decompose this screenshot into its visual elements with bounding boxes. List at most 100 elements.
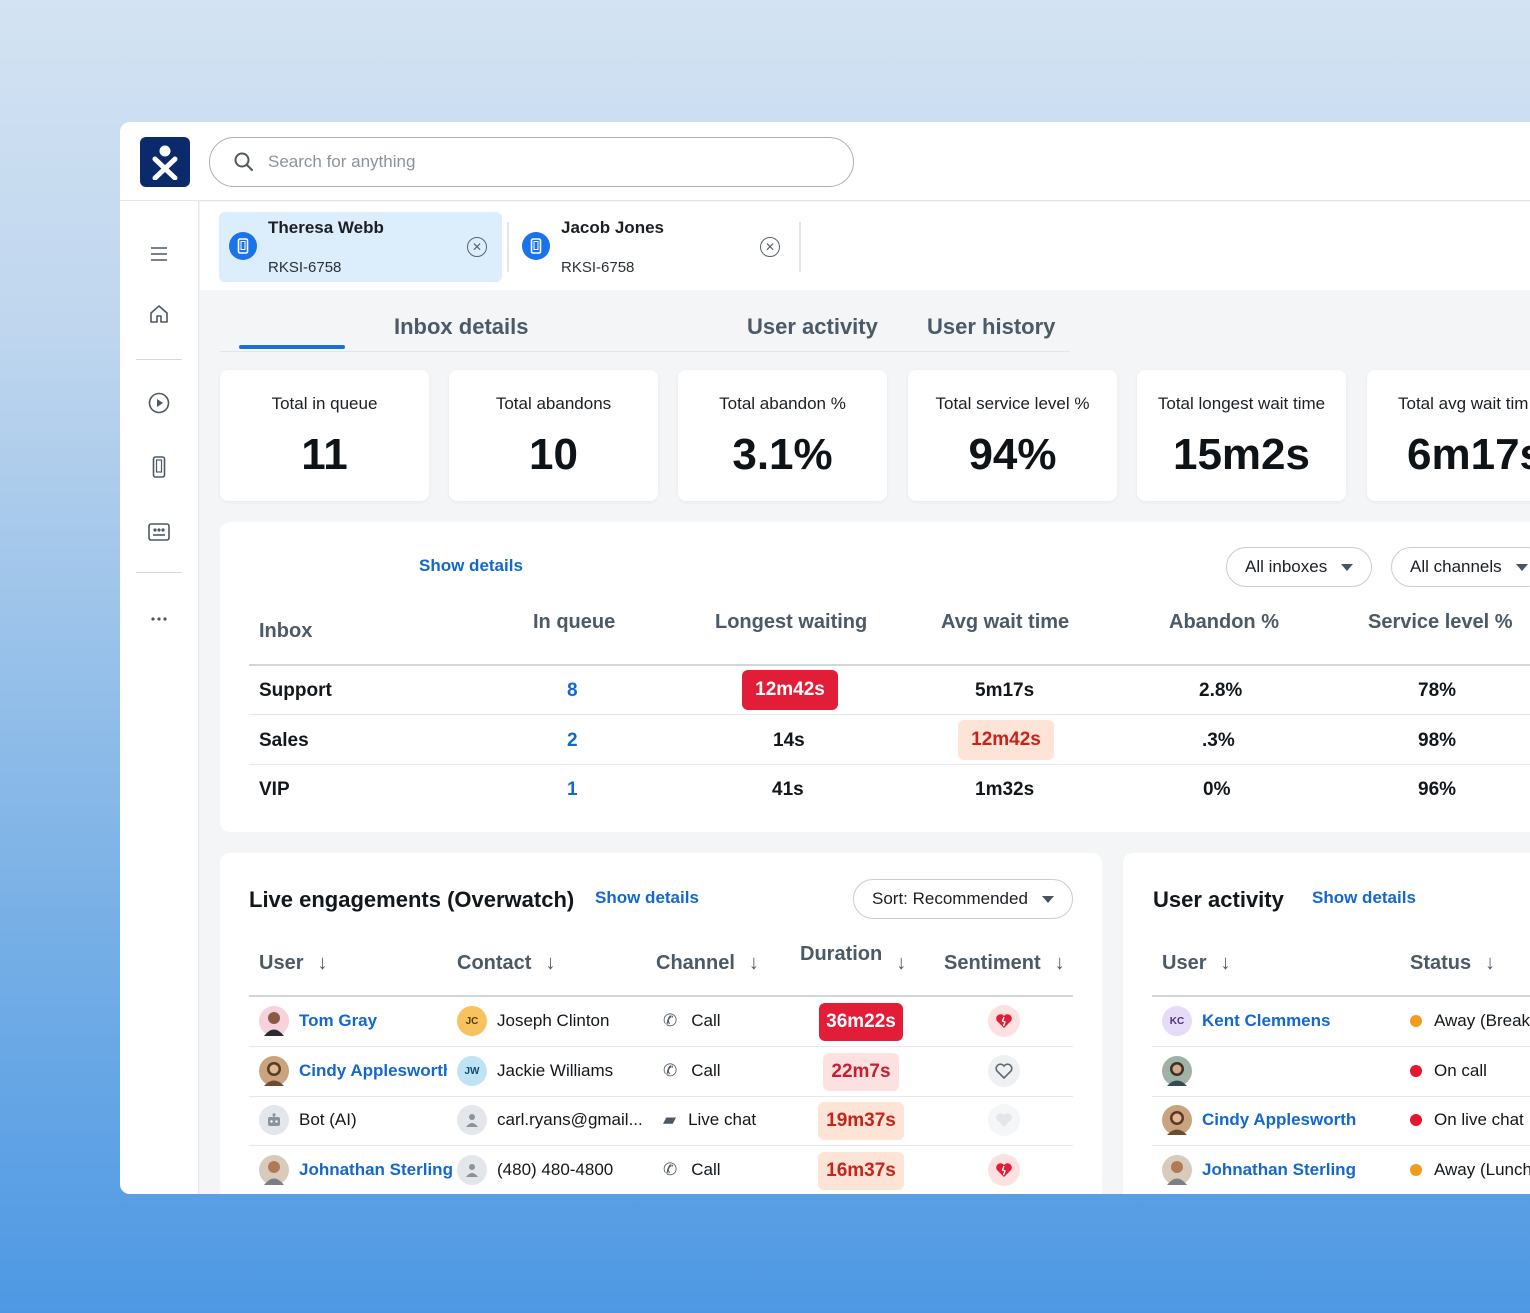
col-sentiment[interactable]: Sentiment ↓ — [944, 952, 1065, 974]
app-logo[interactable] — [140, 137, 190, 187]
user-link[interactable]: Tom Gray — [259, 1005, 377, 1037]
dropdown-label: All inboxes — [1245, 557, 1328, 576]
in-queue-value[interactable]: 2 — [567, 730, 578, 751]
user-link[interactable]: Cindy Applesworth — [259, 1055, 447, 1087]
header-divider — [249, 995, 1073, 997]
contact-avatar: JC — [457, 1006, 487, 1036]
tab-inbox-details[interactable]: Inbox details — [394, 314, 529, 339]
contact-tab-theresa-webb[interactable]: Theresa Webb RKSI-6758 ✕ — [219, 212, 502, 282]
menu-icon[interactable] — [147, 242, 171, 266]
inbox-table-card: Show details All inboxes All channels In… — [220, 522, 1530, 832]
contact-avatar: JW — [457, 1056, 487, 1086]
col-status[interactable]: Status ↓ — [1410, 952, 1496, 974]
close-icon[interactable]: ✕ — [760, 237, 780, 257]
search-input[interactable]: Search for anything — [209, 137, 854, 187]
heart-outline-icon — [988, 1055, 1020, 1087]
sidebar-divider — [136, 359, 182, 360]
contact-cell[interactable]: (480) 480-4800 — [457, 1154, 613, 1186]
col-longest-waiting[interactable]: Longest waiting — [715, 611, 868, 633]
sidebar — [120, 201, 199, 1194]
in-queue-value[interactable]: 8 — [567, 680, 578, 701]
col-avg-wait-time[interactable]: Avg wait time — [941, 611, 1070, 633]
live-engagements-card: Live engagements (Overwatch) Show detail… — [220, 853, 1102, 1194]
stat-card-total-service-level: Total service level % 94% — [908, 370, 1117, 501]
stat-label: Total abandon % — [719, 394, 846, 413]
sort-dropdown[interactable]: Sort: Recommended — [853, 879, 1073, 919]
col-duration[interactable]: Duration ↓ — [800, 943, 907, 974]
app-window: Search for anything Theresa W — [120, 122, 1530, 1194]
show-details-link[interactable]: Show details — [1312, 888, 1416, 907]
col-abandon-percent[interactable]: Abandon % — [1169, 611, 1279, 633]
duration-badge: 36m22s — [819, 1003, 903, 1041]
duration-badge: 16m37s — [818, 1152, 904, 1190]
col-channel[interactable]: Channel ↓ — [656, 952, 759, 974]
col-user[interactable]: User ↓ — [259, 952, 328, 974]
contact-tab-code: RKSI-6758 — [268, 259, 342, 276]
contact-cell[interactable]: JW Jackie Williams — [457, 1055, 613, 1087]
in-queue-value[interactable]: 1 — [567, 779, 578, 800]
avg-wait-badge: 12m42s — [958, 720, 1054, 760]
avatar: KC — [1162, 1006, 1192, 1036]
service-level-value: 98% — [1418, 730, 1457, 751]
contact-tab-jacob-jones[interactable]: Jacob Jones RKSI-6758 ✕ — [512, 212, 795, 282]
avatar — [259, 1006, 289, 1036]
all-inboxes-dropdown[interactable]: All inboxes — [1226, 547, 1373, 587]
user-link[interactable]: Johnathan Sterling — [1162, 1154, 1356, 1186]
abandon-value: 0% — [1203, 779, 1231, 800]
service-level-value: 78% — [1418, 680, 1457, 701]
show-details-link[interactable]: Show details — [595, 888, 699, 907]
user-link[interactable]: Johnathan Sterling — [259, 1154, 453, 1186]
stat-card-total-longest-wait: Total longest wait time 15m2s — [1137, 370, 1346, 501]
busy-status-icon — [1410, 1065, 1422, 1077]
close-icon[interactable]: ✕ — [467, 237, 487, 257]
contact-tab-name: Theresa Webb — [268, 218, 384, 237]
user-link[interactable]: KC Kent Clemmens — [1162, 1005, 1330, 1037]
inbox-name[interactable]: Support — [259, 680, 332, 701]
sort-arrow-icon: ↓ — [1220, 952, 1231, 974]
broken-heart-icon — [988, 1154, 1020, 1186]
stat-card-total-avg-wait: Total avg wait tim 6m17s — [1367, 370, 1530, 501]
person-icon — [457, 1105, 487, 1135]
more-icon[interactable] — [147, 607, 171, 631]
longest-waiting-value: 14s — [773, 730, 805, 751]
mobile-device-icon[interactable] — [147, 455, 171, 479]
contact-cell[interactable]: carl.ryans@gmail... — [457, 1104, 643, 1136]
col-in-queue[interactable]: In queue — [533, 611, 616, 633]
sort-arrow-icon: ↓ — [1054, 952, 1065, 974]
away-status-icon — [1410, 1015, 1422, 1027]
phone-icon — [522, 232, 550, 260]
stat-value: 15m2s — [1172, 430, 1310, 479]
play-icon[interactable] — [147, 391, 171, 415]
all-channels-dropdown[interactable]: All channels — [1391, 547, 1530, 587]
show-details-link[interactable]: Show details — [419, 556, 523, 575]
user-cell: Bot (AI) — [259, 1104, 357, 1136]
stat-value: 11 — [301, 430, 348, 479]
tab-user-history[interactable]: User history — [927, 314, 1056, 339]
row-divider — [249, 764, 1530, 765]
stat-label: Total longest wait time — [1157, 394, 1326, 413]
tab-user-activity[interactable]: User activity — [747, 314, 878, 339]
caret-down-icon — [1515, 563, 1528, 571]
row-divider — [1152, 1096, 1530, 1097]
col-user[interactable]: User ↓ — [1162, 952, 1231, 974]
row-divider — [1152, 1145, 1530, 1146]
inbox-name[interactable]: VIP — [259, 779, 290, 800]
user-link[interactable] — [1162, 1055, 1202, 1087]
contact-cell[interactable]: JC Joseph Clinton — [457, 1005, 609, 1037]
home-icon[interactable] — [147, 302, 171, 326]
inbox-name[interactable]: Sales — [259, 730, 309, 751]
col-inbox[interactable]: Inbox — [259, 620, 313, 642]
col-service-level[interactable]: Service level % — [1368, 611, 1513, 633]
user-link[interactable]: Cindy Applesworth — [1162, 1104, 1356, 1136]
avatar — [259, 1155, 289, 1185]
stat-value: 10 — [529, 430, 578, 479]
stat-label: Total service level % — [935, 394, 1090, 413]
col-contact[interactable]: Contact ↓ — [457, 952, 556, 974]
contact-tabs-bar: Theresa Webb RKSI-6758 ✕ Jacob Jones RKS… — [200, 202, 1530, 290]
person-icon — [457, 1155, 487, 1185]
channel-cell: ▰ Live chat — [663, 1110, 757, 1129]
stat-label: Total abandons — [495, 394, 612, 413]
sort-arrow-icon: ↓ — [317, 952, 328, 974]
team-board-icon[interactable] — [147, 520, 171, 544]
channel-cell: ✆ Call — [663, 1160, 721, 1179]
